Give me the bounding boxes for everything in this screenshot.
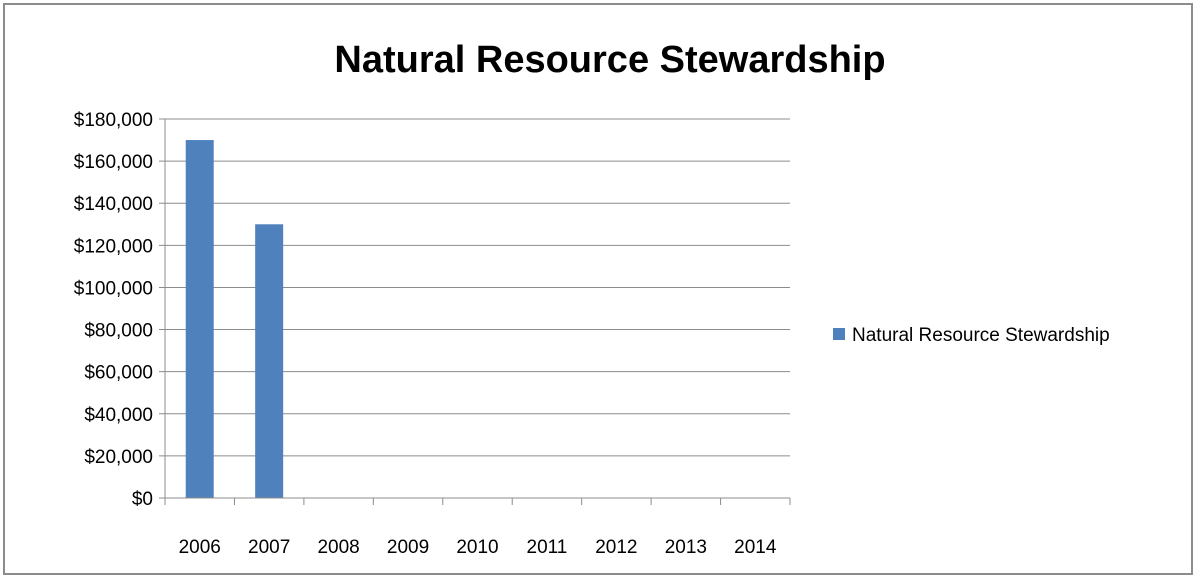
x-tick-label: 2006 [179,537,221,558]
bar [255,224,284,498]
x-tick-label: 2012 [595,537,637,558]
chart-title: Natural Resource Stewardship [334,39,885,81]
x-tick-label: 2007 [248,537,290,558]
y-tick-labels: $0 $20,000 $40,000 $60,000 $80,000 $100,000 $1… [74,110,153,510]
legend: Natural Resource Stewardship [833,325,1110,346]
bars [185,140,284,499]
legend-swatch [833,328,845,340]
y-tick-label: $160,000 [74,152,153,173]
y-tick-label: $120,000 [74,236,153,257]
x-tick-label: 2008 [317,537,359,558]
y-tick-label: $60,000 [84,363,153,384]
x-tick-label: 2014 [734,537,777,558]
y-tick-label: $180,000 [74,110,153,131]
x-tick-label: 2011 [527,537,568,558]
gridlines [159,118,790,457]
x-tick-label: 2010 [456,537,498,558]
y-tick-label: $140,000 [74,194,153,215]
axes [159,119,791,505]
y-tick-label: $40,000 [84,405,153,426]
y-tick-label: $100,000 [74,278,153,299]
x-tick-label: 2013 [665,537,707,558]
y-tick-label: $0 [132,489,153,510]
x-tick-labels: 2006 2007 2008 2009 2010 2011 2012 2013 2014 [179,537,777,558]
legend-label: Natural Resource Stewardship [852,325,1110,346]
x-tick-label: 2009 [387,537,429,558]
bar [185,140,214,499]
y-tick-label: $20,000 [84,447,153,468]
y-tick-label: $80,000 [84,321,153,342]
